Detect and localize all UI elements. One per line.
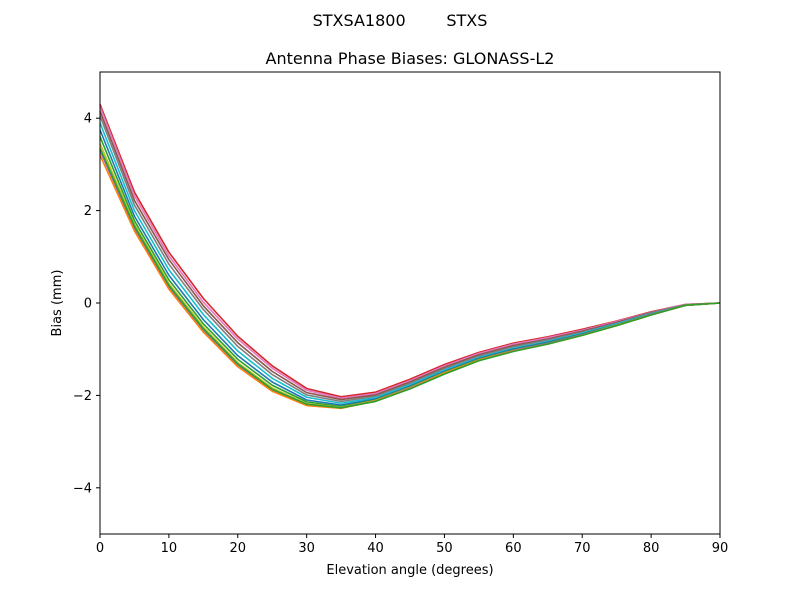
- chart-suptitle: STXSA1800 STXS: [313, 11, 488, 30]
- y-axis-ticks: −4 −2 0 2 4: [73, 112, 100, 496]
- y-axis-label: Bias (mm): [50, 270, 65, 337]
- y-tick-label: 4: [84, 112, 92, 127]
- series-line-11: [99, 147, 721, 409]
- plot-lines: [99, 104, 721, 410]
- x-tick-label: 90: [712, 541, 729, 556]
- x-tick-label: 40: [367, 541, 384, 556]
- x-tick-label: 60: [505, 541, 522, 556]
- x-tick-label: 20: [230, 541, 247, 556]
- y-tick-label: −2: [73, 389, 92, 404]
- y-tick-label: −4: [73, 481, 92, 496]
- x-tick-label: 10: [161, 541, 178, 556]
- x-tick-label: 70: [574, 541, 591, 556]
- x-tick-label: 50: [436, 541, 453, 556]
- series-line-2: [99, 106, 721, 399]
- chart-title: Antenna Phase Biases: GLONASS-L2: [266, 49, 555, 68]
- x-tick-label: 0: [96, 541, 104, 556]
- x-tick-label: 30: [298, 541, 315, 556]
- y-tick-label: 2: [84, 204, 92, 219]
- series-line-3: [99, 110, 721, 401]
- y-tick-label: 0: [84, 297, 92, 312]
- series-line-5: [99, 122, 721, 405]
- x-axis-ticks: 0 10 20 30 40 50 60 70 80 90: [96, 534, 728, 556]
- x-axis-label: Elevation angle (degrees): [326, 563, 493, 578]
- plot-area-frame: [99, 71, 721, 535]
- x-tick-label: 80: [643, 541, 660, 556]
